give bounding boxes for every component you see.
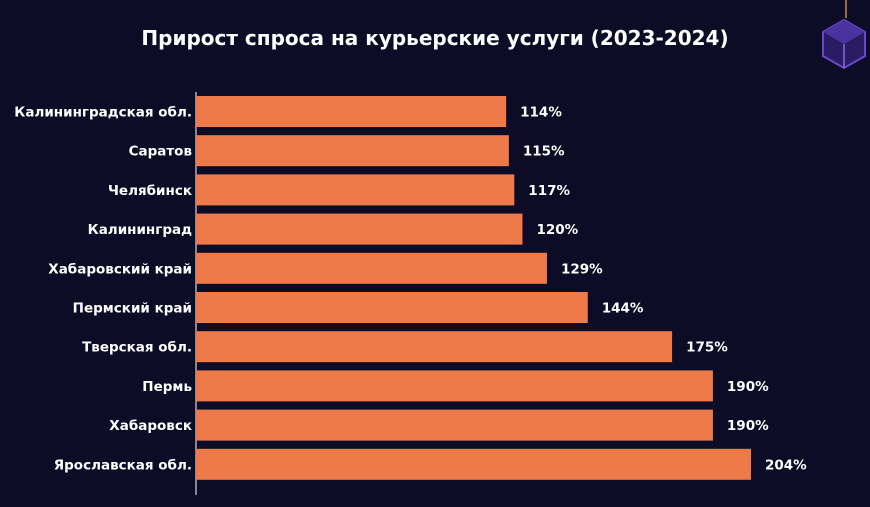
bar — [196, 292, 588, 323]
category-label: Тверская обл. — [82, 340, 192, 356]
value-label: 190% — [727, 418, 769, 434]
category-label: Хабаровский край — [48, 261, 192, 277]
category-label: Калининградская обл. — [14, 105, 192, 121]
category-label: Пермский край — [73, 301, 192, 317]
bar — [196, 213, 523, 245]
bar — [196, 252, 547, 284]
value-label: 117% — [528, 183, 570, 199]
value-label: 129% — [561, 261, 603, 277]
bar — [196, 135, 509, 167]
value-label: 175% — [686, 340, 728, 356]
cube-logo-icon — [818, 0, 870, 76]
category-label: Хабаровск — [109, 418, 192, 434]
category-label: Пермь — [142, 379, 192, 395]
value-label: 120% — [536, 222, 578, 238]
category-label: Челябинск — [108, 183, 192, 199]
category-label: Саратов — [129, 144, 192, 160]
bar — [196, 331, 673, 363]
bar — [196, 174, 515, 206]
bar — [196, 448, 751, 480]
chart-title: Прирост спроса на курьерские услуги (202… — [141, 26, 729, 50]
category-label: Калининград — [88, 222, 192, 238]
value-label: 114% — [520, 105, 562, 121]
value-label: 115% — [523, 144, 565, 160]
bar — [196, 409, 713, 441]
bar — [196, 370, 713, 402]
bar — [196, 96, 507, 127]
category-label: Ярославская обл. — [54, 457, 192, 473]
value-label: 190% — [727, 379, 769, 395]
value-label: 204% — [765, 457, 807, 473]
value-label: 144% — [602, 301, 644, 317]
